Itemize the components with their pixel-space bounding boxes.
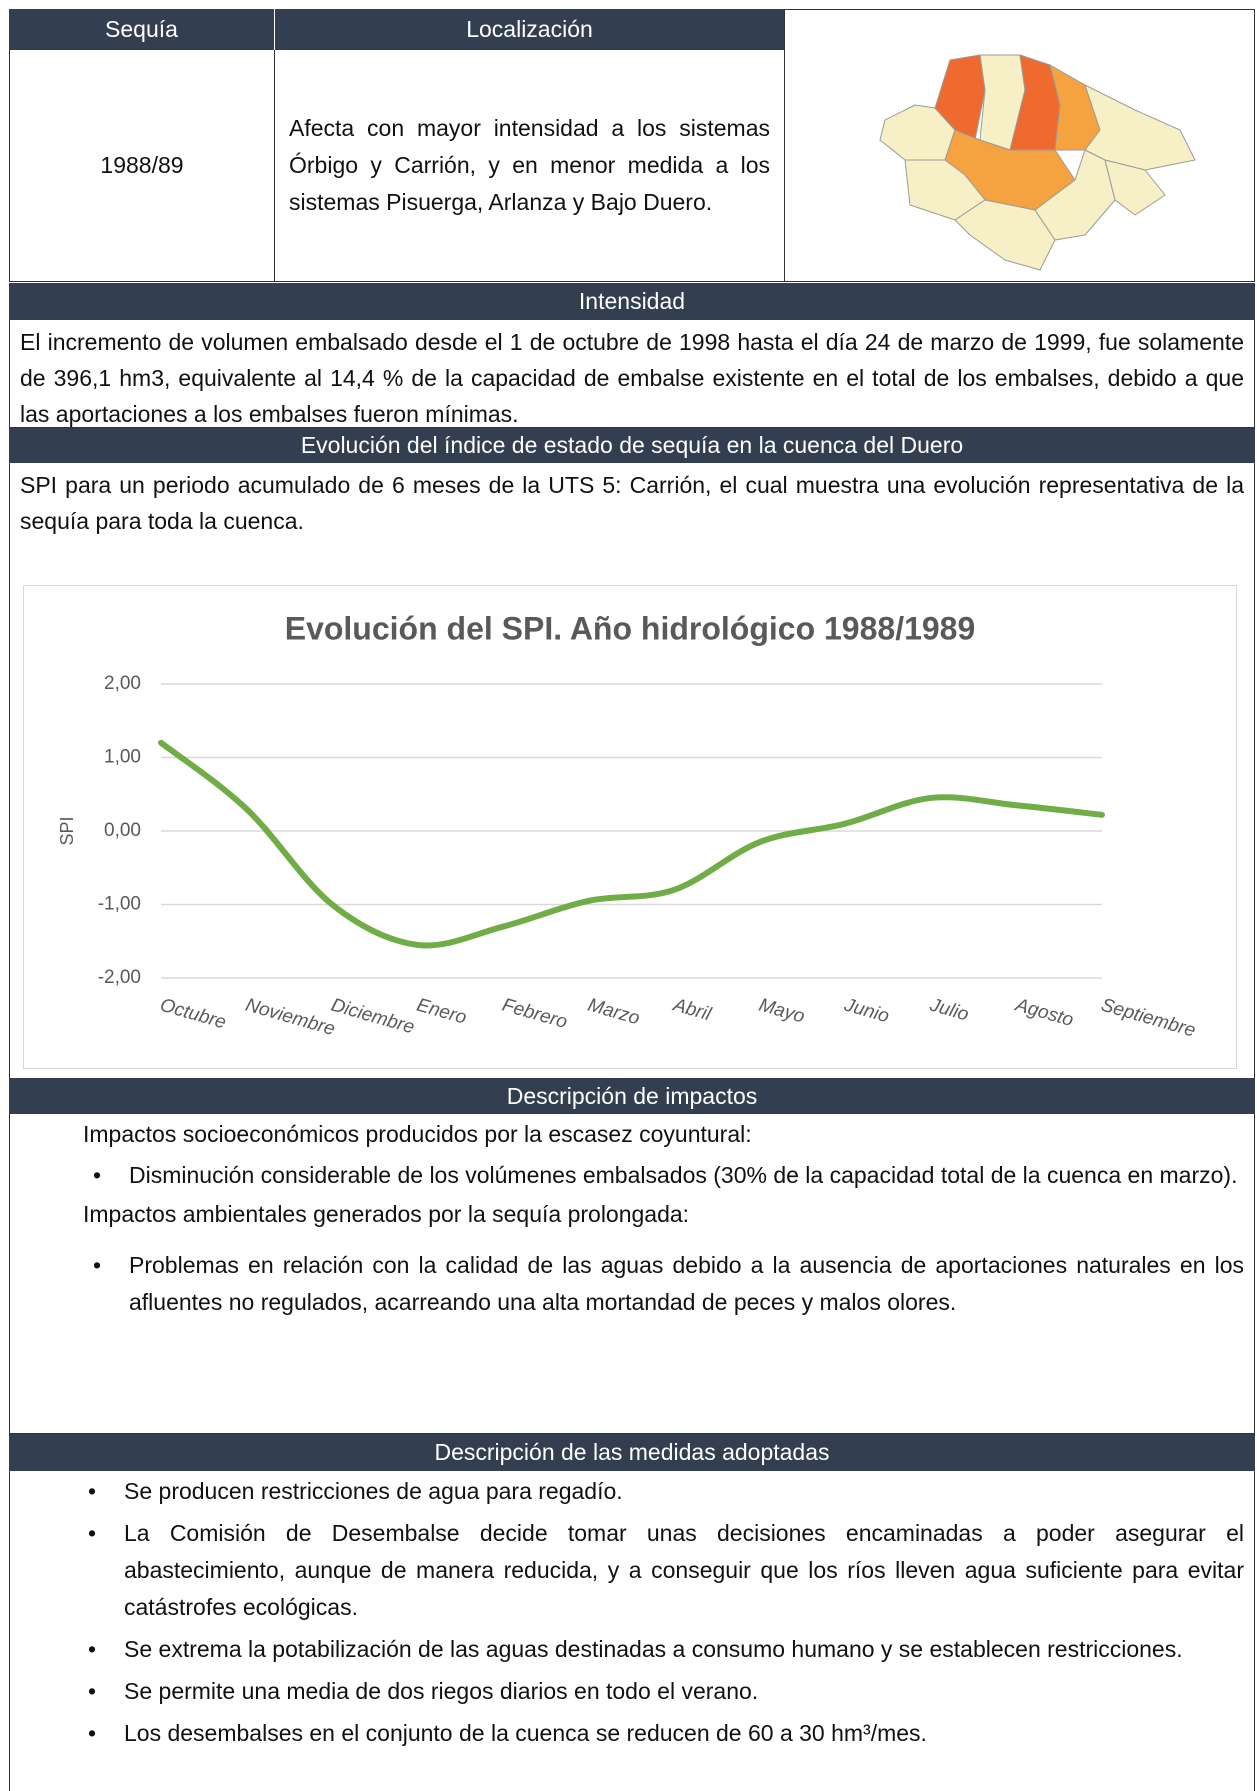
- header-cell: Sequía: [9, 9, 275, 50]
- map: [879, 54, 1196, 271]
- section-header: Descripción de las medidas adoptadas: [9, 1434, 1255, 1471]
- paragraph: SPI para un periodo acumulado de 6 meses…: [20, 472, 1244, 534]
- list: Disminución considerable de los volúmene…: [83, 1157, 1244, 1194]
- year-cell: 1988/89: [9, 50, 275, 282]
- location-cell: Afecta con mayor intensidad a los sistem…: [275, 50, 784, 282]
- section-body: SPI para un periodo acumulado de 6 meses…: [9, 463, 1255, 1078]
- chart-title: Evolución del SPI. Año hidrológico 1988/…: [285, 610, 976, 646]
- map-region: [1084, 84, 1196, 171]
- list-item: Se permite una media de dos riegos diari…: [88, 1673, 1244, 1710]
- paragraph: Impactos ambientales generados por la se…: [83, 1201, 690, 1227]
- x-tick-label: Septiembre: [1099, 995, 1198, 1042]
- y-tick-label: -2,00: [98, 967, 141, 988]
- section-title: Descripción de las medidas adoptadas: [434, 1439, 830, 1465]
- y-tick-label: 2,00: [104, 673, 141, 694]
- section-header: Evolución del índice de estado de sequía…: [9, 428, 1255, 463]
- x-tick-label: Diciembre: [329, 995, 417, 1039]
- year-text: 1988/89: [100, 152, 184, 178]
- y-tick-label: 1,00: [104, 747, 141, 768]
- list: Se producen restricciones de agua para r…: [88, 1473, 1244, 1752]
- x-tick-label: Febrero: [500, 995, 570, 1034]
- section-body: Se producen restricciones de agua para r…: [9, 1471, 1255, 1791]
- section-header: Descripción de impactos: [9, 1078, 1255, 1114]
- x-tick-label: Octubre: [158, 995, 229, 1034]
- x-tick-label: Mayo: [756, 995, 806, 1028]
- list-item: Los desembalses en el conjunto de la cue…: [88, 1715, 1244, 1752]
- paragraph: Impactos socioeconómicos producidos por …: [83, 1121, 752, 1147]
- y-tick-label: 0,00: [104, 820, 141, 841]
- location-text: Afecta con mayor intensidad a los sistem…: [289, 115, 770, 215]
- line-series: [158, 739, 1105, 949]
- list-item: Se producen restricciones de agua para r…: [88, 1473, 1244, 1510]
- x-tick-label: Enero: [414, 995, 469, 1029]
- header-cell: Localización: [275, 9, 784, 50]
- x-tick-label: Marzo: [585, 995, 642, 1030]
- x-tick-label: Agosto: [1012, 994, 1076, 1031]
- list-item: Se extrema la potabilización de las agua…: [88, 1631, 1244, 1668]
- map-cell: [784, 9, 1255, 282]
- section-body: Impactos socioeconómicos producidos por …: [9, 1114, 1255, 1434]
- list-item: Disminución considerable de los volúmene…: [93, 1157, 1244, 1194]
- paragraph: El incremento de volumen embalsado desde…: [20, 329, 1244, 427]
- header-text: Localización: [466, 16, 593, 42]
- y-tick-label: -1,00: [98, 894, 141, 915]
- chart: Evolución del SPI. Año hidrológico 1988/…: [57, 610, 1198, 1042]
- section-body: El incremento de volumen embalsado desde…: [9, 320, 1255, 428]
- section-title: Evolución del índice de estado de sequía…: [300, 432, 964, 458]
- list-item: La Comisión de Desembalse decide tomar u…: [88, 1515, 1244, 1626]
- section-title: Intensidad: [578, 288, 686, 314]
- x-tick-label: Noviembre: [243, 995, 337, 1041]
- chart-box: Evolución del SPI. Año hidrológico 1988/…: [23, 585, 1237, 1069]
- list: Problemas en relación con la calidad de …: [83, 1247, 1244, 1321]
- y-axis-label: SPI: [57, 816, 77, 845]
- x-tick-label: Julio: [927, 994, 971, 1025]
- map-region: [1104, 159, 1166, 216]
- x-tick-label: Junio: [841, 994, 891, 1027]
- header-text: Sequía: [105, 16, 178, 42]
- section-title: Descripción de impactos: [506, 1082, 758, 1109]
- section-header: Intensidad: [9, 283, 1255, 320]
- x-tick-label: Abril: [670, 994, 714, 1025]
- list-item: Problemas en relación con la calidad de …: [93, 1247, 1244, 1321]
